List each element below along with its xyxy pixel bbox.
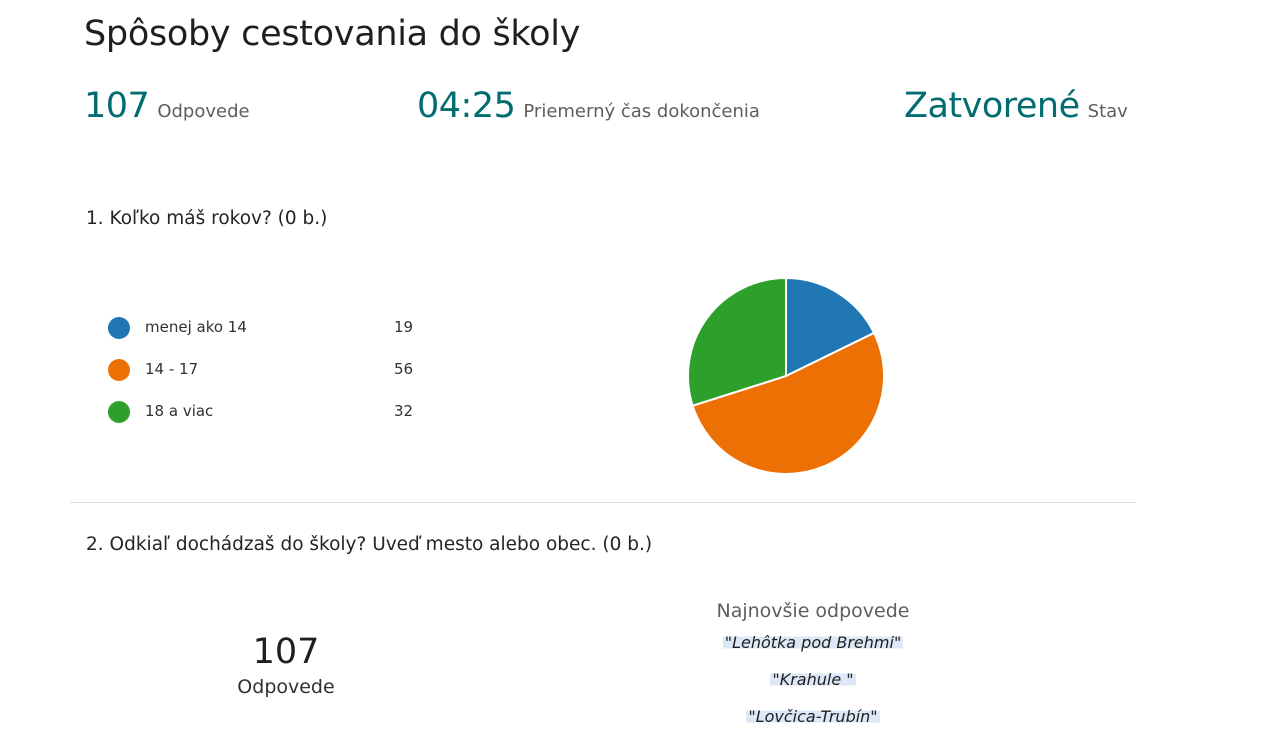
status-value: Zatvorené [904,86,1080,126]
pie-slice-1[interactable] [785,276,876,378]
latest-response-item: "Lovčica-Trubín" [663,698,963,735]
age-pie-chart[interactable] [680,270,892,482]
average-time-stat: 04:25 Priemerný čas dokončenia [417,86,760,130]
legend-label: 14 - 17 [145,360,199,378]
legend-label: menej ako 14 [145,318,247,336]
legend-count: 56 [394,360,414,378]
legend-count: 32 [394,402,414,420]
legend-item[interactable]: 18 a viac 32 [108,398,428,440]
latest-response-text: "Lovčica-Trubín" [746,707,880,726]
latest-response-text: "Lehôtka pod Brehmi" [722,633,904,652]
response-count-value: 107 [252,632,320,672]
legend-item[interactable]: menej ako 14 19 [108,314,428,356]
chart-legend: menej ako 14 19 14 - 17 56 18 a viac 32 [108,314,428,440]
legend-count: 19 [394,318,414,336]
question-2-title: 2. Odkiaľ dochádzaš do školy? Uveď mesto… [86,534,653,555]
responses-label: Odpovede [157,101,250,122]
legend-item[interactable]: 14 - 17 56 [108,356,428,398]
pie-slice-2[interactable] [691,331,885,475]
response-count-label: Odpovede [237,676,335,698]
legend-color-dot [108,359,130,381]
question-2-response-count: 107 Odpovede [186,630,386,698]
latest-responses-header: Najnovšie odpovede [716,600,910,622]
latest-responses: Najnovšie odpovede "Lehôtka pod Brehmi" … [663,598,963,735]
legend-label: 18 a viac [145,402,214,420]
latest-response-text: "Krahule " [770,670,856,689]
form-title: Spôsoby cestovania do školy [84,14,581,54]
status-stat: Zatvorené Stav [904,86,1128,130]
question-1-title: 1. Koľko máš rokov? (0 b.) [86,208,328,229]
responses-count: 107 [84,86,150,126]
latest-response-item: "Krahule " [663,661,963,698]
average-time-label: Priemerný čas dokončenia [523,101,760,122]
status-label: Stav [1087,101,1128,122]
average-time-value: 04:25 [417,86,516,126]
pie-slice-3[interactable] [687,276,787,407]
latest-response-item: "Lehôtka pod Brehmi" [663,624,963,661]
legend-color-dot [108,401,130,423]
legend-color-dot [108,317,130,339]
section-divider [70,502,1136,503]
responses-stat: 107 Odpovede [84,86,250,130]
